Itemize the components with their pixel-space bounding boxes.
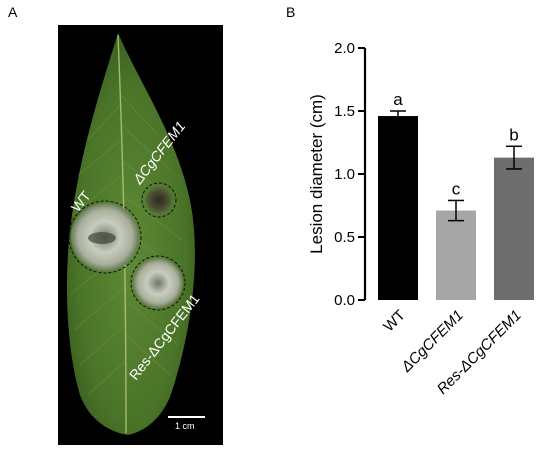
- lesion-restored: [130, 255, 186, 311]
- bars: a c b: [378, 90, 534, 300]
- bar: [494, 157, 534, 300]
- lesion-wt: [68, 200, 142, 274]
- panel-label-a: A: [8, 4, 18, 20]
- significance-letter: a: [393, 90, 403, 109]
- panel-label-b: B: [286, 4, 296, 20]
- y-axis-title: Lesion diameter (cm): [307, 94, 326, 254]
- y-tick-label: 0.5: [334, 229, 355, 246]
- bar: [378, 116, 418, 300]
- x-tick-label: WT: [380, 307, 409, 336]
- y-axis: 0.0 0.5 1.0 1.5 2.0: [334, 40, 367, 309]
- leaf-midrib: [117, 34, 127, 434]
- y-tick-label: 0.0: [334, 292, 355, 309]
- bar-chart: 0.0 0.5 1.0 1.5 2.0 a c b WTΔCgCFEM1Res-ΔCgCFE…: [307, 40, 534, 398]
- y-tick-label: 1.0: [334, 166, 355, 183]
- significance-letter: b: [509, 125, 518, 144]
- significance-letter: c: [452, 179, 461, 198]
- scale-bar-label: 1 cm: [175, 421, 195, 431]
- leaf-photo: WT ΔCgCFEM1 Res-ΔCgCFEM1 1 cm: [58, 25, 223, 445]
- bar: [436, 210, 476, 300]
- lesion-mutant: [141, 182, 177, 218]
- y-tick-label: 1.5: [334, 103, 355, 120]
- y-tick-label: 2.0: [334, 40, 355, 57]
